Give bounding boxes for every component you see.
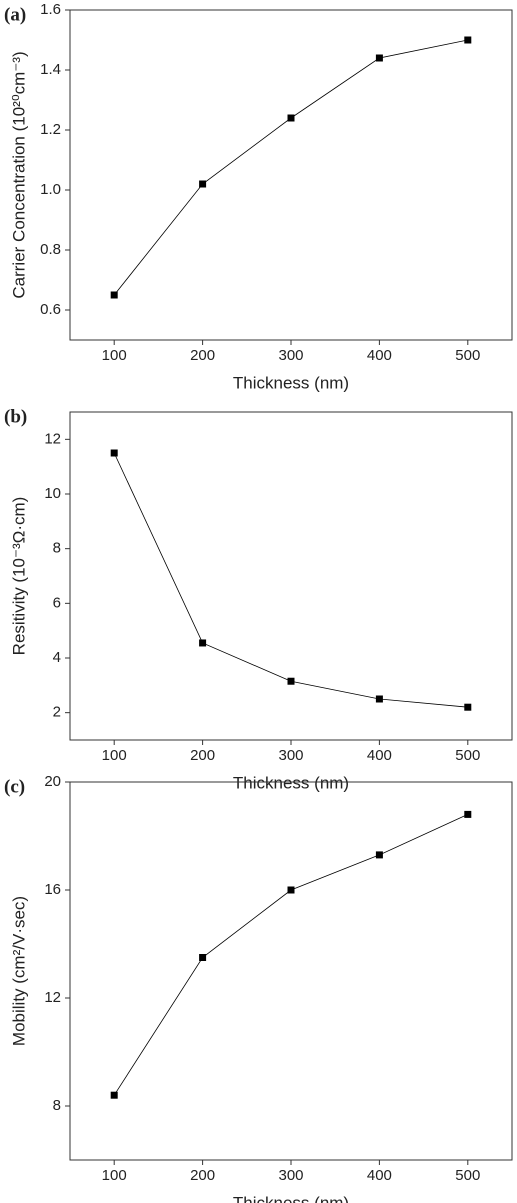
x-tick-label: 200 [190,347,215,364]
data-point [199,639,207,647]
y-tick-label: 6 [53,594,61,611]
y-axis-title: Carrier Concentration (10²⁰cm⁻³) [9,51,28,298]
data-point [287,677,295,685]
y-tick-label: 12 [44,430,61,447]
y-axis-title: Resitivity (10⁻³Ω·cm) [9,497,28,656]
data-point [464,703,472,711]
x-axis-title: Thickness (nm) [233,373,349,392]
y-tick-label: 10 [44,485,61,502]
data-point [110,291,118,299]
data-point [199,954,207,961]
plot-frame [69,9,513,341]
y-axis-title: Mobility (cm²/V·sec) [9,896,28,1046]
y-tick-label: 8 [53,540,61,557]
x-axis-title: Thickness (nm) [233,1193,349,1203]
y-tick-label: 1.2 [40,121,61,138]
x-tick-label: 400 [367,1167,392,1184]
x-tick-label: 300 [278,747,303,764]
plot-frame [69,411,513,741]
panel-label: (b) [4,406,27,427]
x-tick-label: 200 [190,1167,215,1184]
data-point [199,180,207,188]
y-tick-label: 2 [53,704,61,721]
data-point [110,1091,118,1099]
data-point [375,851,383,859]
x-tick-label: 100 [102,347,127,364]
y-tick-label: 0.8 [40,241,61,258]
panel-label: (a) [4,4,26,25]
data-line [113,452,468,708]
data-point [110,449,118,457]
y-tick-label: 1.6 [40,1,61,18]
x-tick-label: 500 [455,347,480,364]
x-tick-label: 200 [190,747,215,764]
data-point [464,36,472,44]
y-tick-label: 4 [53,649,61,666]
y-tick-label: 1.0 [40,181,61,198]
y-tick-label: 16 [44,881,61,898]
y-tick-label: 0.6 [40,301,61,318]
x-tick-label: 100 [102,1167,127,1184]
data-point [287,114,295,122]
x-tick-label: 400 [367,347,392,364]
x-tick-label: 300 [278,1167,303,1184]
x-tick-label: 100 [102,747,127,764]
panel-label: (c) [4,776,25,797]
data-point [375,695,383,703]
y-tick-label: 20 [44,773,61,790]
x-tick-label: 500 [455,1167,480,1184]
y-tick-label: 8 [53,1097,61,1114]
y-tick-label: 12 [44,989,61,1006]
x-tick-label: 400 [367,747,392,764]
x-tick-label: 300 [278,347,303,364]
data-line [113,39,468,296]
x-axis-title: Thickness (nm) [233,773,349,792]
data-point [375,54,383,62]
data-line [113,814,468,1096]
data-point [287,886,295,894]
y-tick-label: 1.4 [40,61,61,78]
plot-frame [69,781,513,1161]
data-point [464,810,472,818]
x-tick-label: 500 [455,747,480,764]
